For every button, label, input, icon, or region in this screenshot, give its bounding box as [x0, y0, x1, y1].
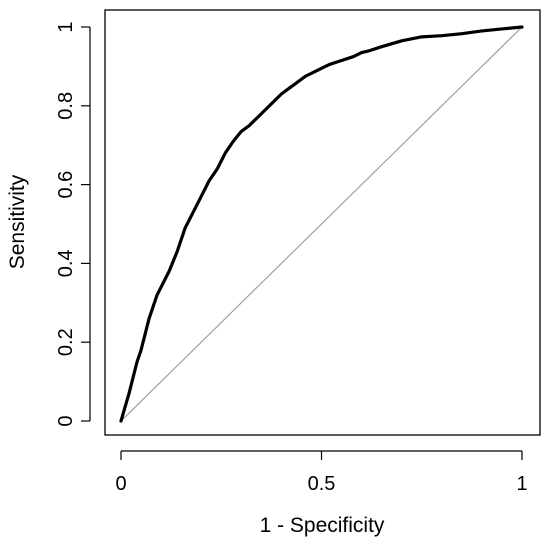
y-axis-title: Sensitivity — [6, 174, 29, 269]
y-tick-label: 0.8 — [55, 92, 77, 120]
y-tick-label: 0.2 — [55, 328, 77, 356]
series-layer — [119, 25, 524, 423]
y-tick-label: 0.4 — [55, 249, 77, 277]
x-tick-label: 0 — [115, 473, 126, 495]
y-tick-label: 0 — [55, 415, 77, 426]
x-tick-label: 0.5 — [308, 473, 336, 495]
y-tick-label: 1 — [55, 21, 77, 32]
x-tick-label: 1 — [516, 473, 527, 495]
reference-diagonal-line — [120, 26, 523, 422]
roc-curve-line — [119, 25, 524, 423]
y-axis: 0 0.2 0.4 0.6 0.8 1 — [55, 21, 91, 427]
x-axis-title: 1 - Specificity — [260, 514, 385, 537]
plot-area-frame — [104, 9, 541, 436]
x-axis: 0 0.5 1 — [115, 450, 528, 495]
y-tick-label: 0.6 — [55, 171, 77, 199]
